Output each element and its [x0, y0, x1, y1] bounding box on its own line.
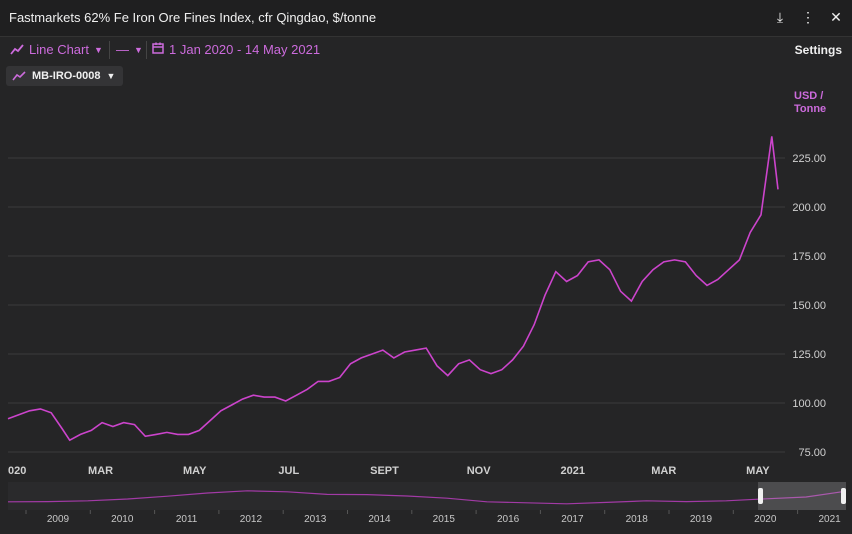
navigator-year-label: 2010	[111, 514, 134, 525]
toolbar-divider	[109, 41, 110, 59]
navigator-year-label: 2014	[368, 514, 391, 525]
title-bar: Fastmarkets 62% Fe Iron Ore Fines Index,…	[0, 0, 852, 37]
x-tick-label: MAY	[746, 465, 770, 477]
y-tick-label: 175.00	[792, 251, 826, 263]
y-tick-label: 75.00	[798, 447, 826, 459]
navigator-year-label: 2020	[754, 514, 777, 525]
navigator-year-label: 2016	[497, 514, 520, 525]
y-tick-label: 125.00	[792, 349, 826, 361]
chevron-down-icon: ▼	[106, 71, 116, 81]
x-tick-label: MAR	[651, 465, 676, 477]
y-tick-label: 200.00	[792, 202, 826, 214]
y-axis-unit-label: USD / Tonne	[794, 90, 826, 116]
x-tick-label: NOV	[467, 465, 492, 477]
chart-type-label: Line Chart	[29, 42, 89, 57]
navigator-year-label: 2011	[176, 514, 198, 525]
navigator-year-label: 2018	[626, 514, 649, 525]
chart-toolbar: Line Chart ▼ — ▼ 1 Jan 2020 - 14 May 202…	[0, 37, 852, 63]
y-axis-unit-line1: USD /	[794, 90, 824, 102]
settings-button[interactable]: Settings	[794, 43, 842, 57]
close-icon[interactable]: ✕	[830, 9, 842, 25]
calendar-icon	[152, 42, 164, 57]
y-axis: 75.00 100.00 125.00 150.00 175.00 200.00 225.0…	[792, 153, 826, 459]
range-navigator[interactable]: 2009 2010 2011 2012 2013 2014 2015 2016 2017 2018…	[7, 482, 847, 525]
line-style-dropdown[interactable]: — ▼	[116, 42, 143, 57]
navigator-year-label: 2013	[304, 514, 327, 525]
navigator-year-label: 2017	[561, 514, 584, 525]
date-range-picker[interactable]: 1 Jan 2020 - 14 May 2021	[152, 42, 320, 57]
navigator-window	[758, 482, 846, 510]
navigator-year-label: 2015	[433, 514, 456, 525]
navigator-background	[8, 482, 846, 510]
x-tick-label: MAR	[88, 465, 113, 477]
line-style-label: —	[116, 42, 129, 57]
series-selector[interactable]: MB-IRO-0008 ▼	[6, 66, 124, 86]
chevron-down-icon: ▼	[134, 44, 143, 55]
toolbar-divider	[146, 41, 147, 59]
download-icon[interactable]: ⤓	[776, 9, 784, 25]
y-axis-unit-line2: Tonne	[794, 103, 827, 115]
date-range-label: 1 Jan 2020 - 14 May 2021	[169, 42, 321, 57]
navigator-handle[interactable]	[841, 488, 846, 504]
more-vertical-icon[interactable]: ⋮	[801, 9, 815, 25]
navigator-year-label: 2009	[47, 514, 70, 525]
x-tick-label: MAY	[183, 465, 207, 477]
navigator-year-label: 2021	[818, 514, 841, 525]
x-tick-label: JUL	[278, 465, 299, 477]
line-chart-icon	[12, 71, 26, 81]
series-label: MB-IRO-0008	[32, 70, 101, 82]
navigator-handle[interactable]	[758, 488, 764, 504]
navigator-year-label: 2012	[240, 514, 263, 525]
y-tick-label: 150.00	[792, 300, 826, 312]
chart-type-dropdown[interactable]: Line Chart ▼	[10, 42, 103, 57]
line-chart-icon	[10, 43, 24, 55]
navigator-series-line	[7, 490, 847, 505]
series-line	[7, 136, 779, 442]
x-tick-label: 020	[8, 465, 26, 477]
chevron-down-icon: ▼	[93, 44, 103, 55]
x-tick-label: 2021	[560, 465, 584, 477]
y-tick-label: 225.00	[792, 153, 826, 165]
navigator-year-label: 2019	[690, 514, 713, 525]
x-axis: 020 MAR MAY JUL SEPT NOV 2021 MAR MAY	[8, 465, 770, 477]
grid-lines	[8, 157, 785, 453]
x-tick-label: SEPT	[370, 465, 399, 477]
y-tick-label: 100.00	[792, 398, 826, 410]
chart-title: Fastmarkets 62% Fe Iron Ore Fines Index,…	[9, 10, 377, 25]
